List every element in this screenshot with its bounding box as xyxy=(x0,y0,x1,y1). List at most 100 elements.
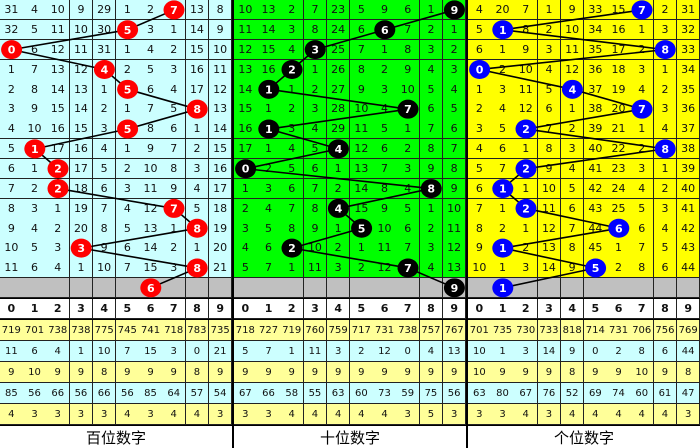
stat-cell: 60 xyxy=(630,383,655,404)
miss-cell: 2 xyxy=(0,79,24,100)
miss-cell: 4 xyxy=(491,99,515,120)
miss-cell: 11 xyxy=(208,59,233,80)
miss-cell: 12 xyxy=(514,99,539,120)
miss-cell: 2 xyxy=(162,39,187,61)
column-header: 0 xyxy=(0,299,24,319)
miss-cell: 6 xyxy=(491,138,515,160)
miss-cell: 8 xyxy=(280,218,305,239)
miss-cell: 34 xyxy=(676,59,700,80)
miss-cell: 15 xyxy=(234,99,258,120)
miss-cell: 5 xyxy=(116,218,140,239)
miss-cell: 5 xyxy=(234,258,258,279)
stat-cell: 9 xyxy=(234,362,258,383)
stat-cell: 701 xyxy=(23,320,47,341)
miss-cell: 2 xyxy=(653,79,678,100)
stat-cell: 5 xyxy=(234,341,258,362)
miss-cell: 20 xyxy=(69,218,94,239)
miss-cell: 1 xyxy=(46,198,71,219)
miss-cell: 2 xyxy=(257,158,281,180)
stat-cell: 4 xyxy=(326,404,351,425)
miss-cell: 2 xyxy=(630,39,655,61)
miss-cell: 7 xyxy=(257,258,281,279)
stat-cell: 3 xyxy=(326,341,351,362)
miss-cell xyxy=(653,138,678,160)
miss-cell: 3 xyxy=(303,99,328,120)
miss-cell xyxy=(185,218,210,239)
prediction-cell xyxy=(23,277,47,298)
miss-cell: 16 xyxy=(607,19,631,41)
miss-cell: 29 xyxy=(92,0,117,21)
miss-cell: 16 xyxy=(69,138,94,160)
miss-cell: 15 xyxy=(139,258,163,279)
stat-cell: 738 xyxy=(396,320,421,341)
miss-cell: 3 xyxy=(442,59,467,80)
miss-cell: 32 xyxy=(0,19,24,41)
stat-cell: 4 xyxy=(373,404,397,425)
stat-cell: 58 xyxy=(280,383,305,404)
miss-cell: 15 xyxy=(257,39,281,61)
stat-cell: 719 xyxy=(280,320,305,341)
miss-cell: 7 xyxy=(560,218,585,239)
miss-cell: 1 xyxy=(234,178,258,199)
miss-cell: 4 xyxy=(468,138,492,160)
miss-cell: 1 xyxy=(630,119,655,140)
miss-cell: 1 xyxy=(607,238,631,259)
miss-cell xyxy=(607,218,631,239)
miss-cell: 31 xyxy=(0,0,24,21)
miss-cell: 29 xyxy=(326,119,351,140)
miss-cell: 6 xyxy=(92,178,117,199)
stat-cell: 6 xyxy=(23,341,47,362)
miss-cell: 2 xyxy=(468,99,492,120)
miss-cell: 3 xyxy=(653,19,678,41)
miss-cell: 5 xyxy=(468,158,492,180)
miss-cell: 1 xyxy=(116,0,140,21)
miss-cell: 12 xyxy=(234,39,258,61)
miss-cell: 11 xyxy=(234,19,258,41)
miss-cell: 4 xyxy=(280,138,305,160)
miss-cell xyxy=(350,218,374,239)
miss-cell: 14 xyxy=(185,19,210,41)
miss-cell: 5 xyxy=(139,59,163,80)
miss-cell: 2 xyxy=(514,238,539,259)
miss-cell: 9 xyxy=(162,178,187,199)
miss-cell: 27 xyxy=(326,79,351,100)
miss-cell: 4 xyxy=(303,119,328,140)
miss-cell: 9 xyxy=(442,178,467,199)
miss-cell: 10 xyxy=(560,19,585,41)
miss-cell: 23 xyxy=(326,0,351,21)
miss-cell: 43 xyxy=(676,238,700,259)
stat-cell: 12 xyxy=(373,341,397,362)
miss-cell: 11 xyxy=(373,238,397,259)
miss-cell: 12 xyxy=(46,39,71,61)
miss-cell: 3 xyxy=(630,158,655,180)
miss-cell: 9 xyxy=(139,138,163,160)
miss-cell: 4 xyxy=(116,198,140,219)
miss-cell: 20 xyxy=(491,0,515,21)
miss-cell: 3 xyxy=(373,79,397,100)
miss-cell: 8 xyxy=(162,158,187,180)
prediction-cell xyxy=(396,277,421,298)
miss-cell xyxy=(491,19,515,41)
miss-cell: 3 xyxy=(23,198,47,219)
miss-cell: 3 xyxy=(162,59,187,80)
miss-cell: 5 xyxy=(630,198,655,219)
miss-cell: 2 xyxy=(326,178,351,199)
prediction-cell xyxy=(537,277,562,298)
miss-cell: 13 xyxy=(442,258,467,279)
miss-cell xyxy=(653,39,678,61)
miss-cell: 5 xyxy=(653,238,678,259)
miss-cell: 1 xyxy=(0,59,24,80)
miss-cell: 17 xyxy=(69,158,94,180)
miss-cell: 17 xyxy=(46,138,71,160)
prediction-cell xyxy=(257,277,281,298)
stat-cell: 66 xyxy=(46,383,71,404)
miss-cell xyxy=(162,198,187,219)
miss-cell: 2 xyxy=(46,218,71,239)
miss-cell: 18 xyxy=(208,198,233,219)
stat-cell: 7 xyxy=(257,341,281,362)
miss-cell: 6 xyxy=(280,178,305,199)
miss-cell xyxy=(280,59,305,80)
miss-cell: 1 xyxy=(257,138,281,160)
stat-cell: 52 xyxy=(560,383,585,404)
